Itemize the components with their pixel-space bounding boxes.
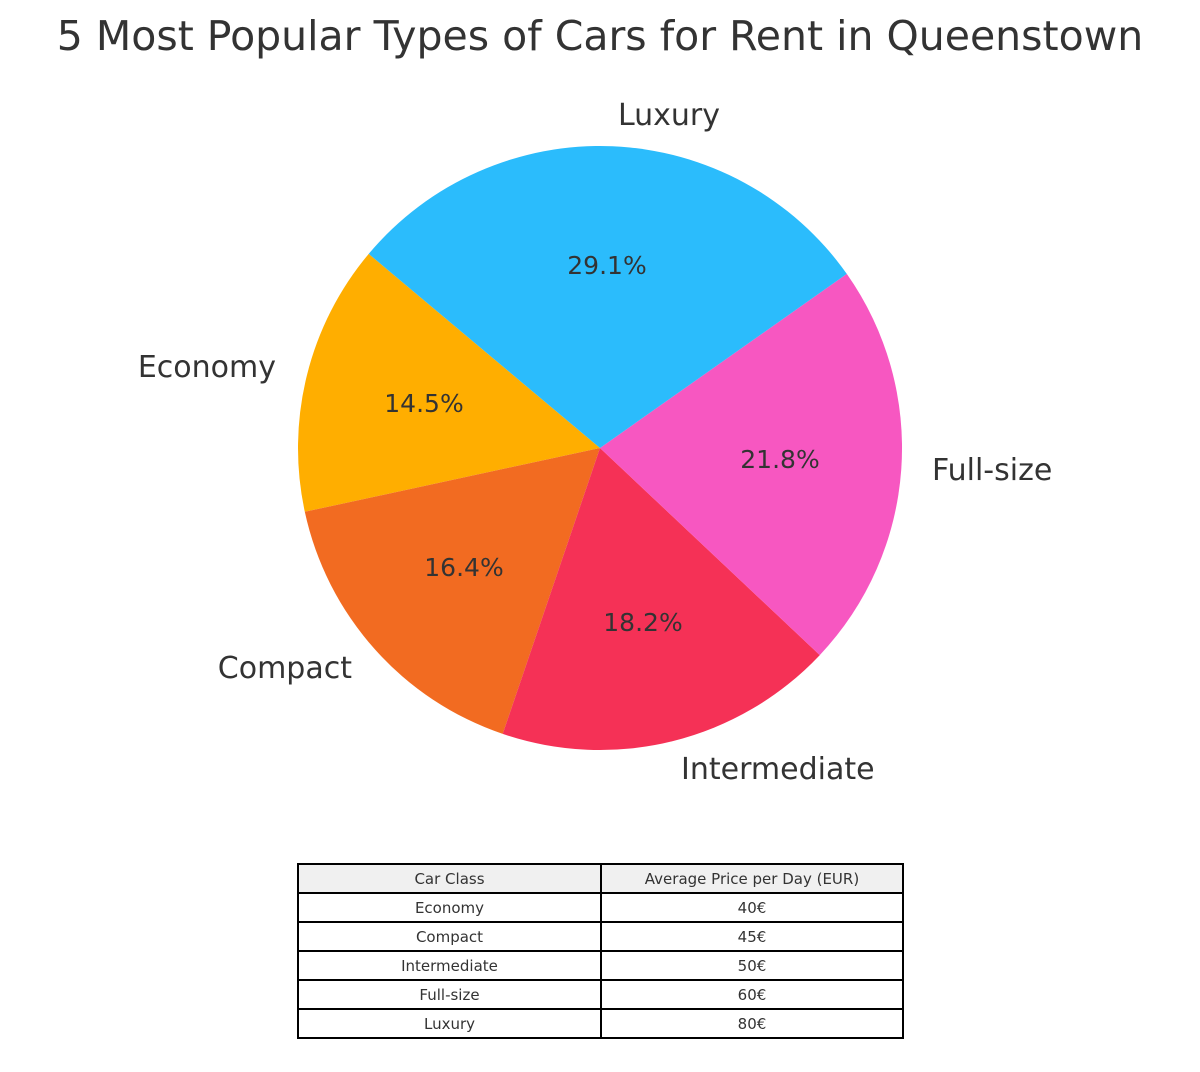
header-car-class: Car Class xyxy=(297,863,602,894)
pie-chart: Luxury Economy Full-size Compact Interme… xyxy=(138,98,1052,787)
cell-car-class: Full-size xyxy=(297,979,602,1010)
header-average-price: Average Price per Day (EUR) xyxy=(600,863,904,894)
table-row: Luxury 80€ xyxy=(297,1008,904,1039)
pct-full-size: 21.8% xyxy=(740,445,819,474)
slice-economy xyxy=(298,253,600,512)
pct-intermediate: 18.2% xyxy=(603,608,682,637)
label-luxury: Luxury xyxy=(618,98,720,133)
table-row: Full-size 60€ xyxy=(297,979,904,1010)
cell-car-class: Luxury xyxy=(297,1008,602,1039)
pct-luxury: 29.1% xyxy=(567,251,646,280)
chart-title: 5 Most Popular Types of Cars for Rent in… xyxy=(56,12,1144,60)
slice-luxury xyxy=(368,146,847,448)
price-table: Car Class Average Price per Day (EUR) Ec… xyxy=(297,863,904,1039)
cell-price: 80€ xyxy=(600,1008,904,1039)
table-row: Intermediate 50€ xyxy=(297,950,904,981)
cell-price: 40€ xyxy=(600,892,904,923)
label-economy: Economy xyxy=(138,350,276,385)
cell-price: 60€ xyxy=(600,979,904,1010)
table-row: Economy 40€ xyxy=(297,892,904,923)
cell-price: 45€ xyxy=(600,921,904,952)
slice-compact xyxy=(304,448,600,734)
label-intermediate: Intermediate xyxy=(681,752,875,787)
cell-car-class: Economy xyxy=(297,892,602,923)
cell-car-class: Intermediate xyxy=(297,950,602,981)
label-compact: Compact xyxy=(218,651,352,686)
cell-price: 50€ xyxy=(600,950,904,981)
slice-intermediate xyxy=(502,448,820,751)
table-row: Compact 45€ xyxy=(297,921,904,952)
cell-car-class: Compact xyxy=(297,921,602,952)
pct-compact: 16.4% xyxy=(424,553,503,582)
label-full-size: Full-size xyxy=(932,453,1052,488)
pct-economy: 14.5% xyxy=(384,389,463,418)
slice-full-size xyxy=(600,273,903,656)
table-header-row: Car Class Average Price per Day (EUR) xyxy=(297,863,904,894)
